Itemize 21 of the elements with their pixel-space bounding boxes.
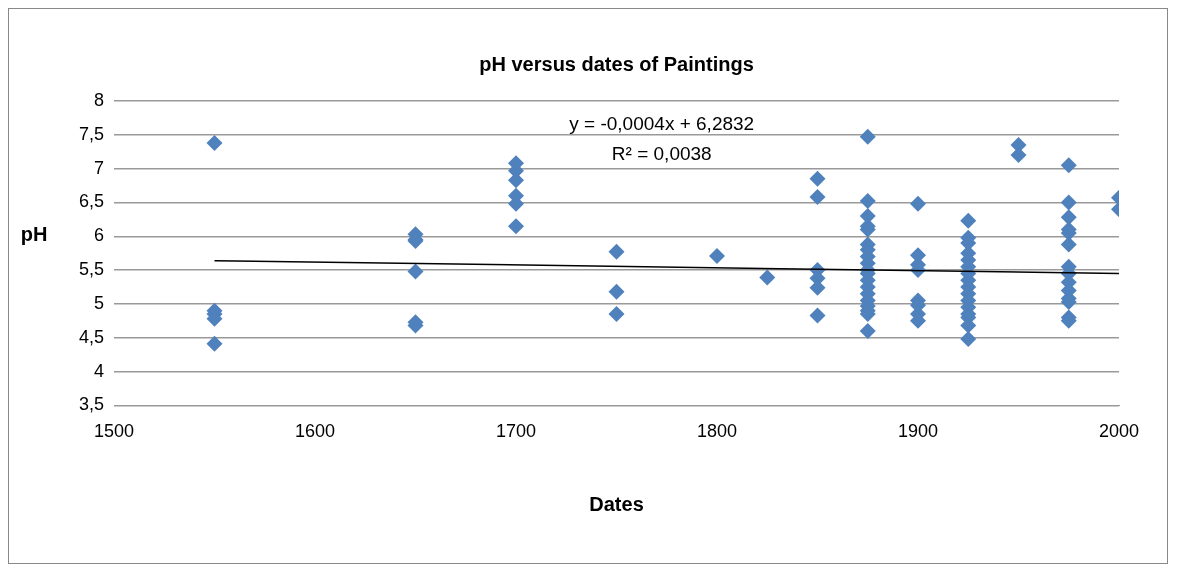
y-tick-label: 7 (94, 157, 105, 178)
y-tick-label: 5 (94, 292, 105, 313)
y-tick-label: 6 (94, 225, 105, 246)
y-tick-label: 4 (94, 360, 105, 381)
x-tick-label: 1900 (897, 421, 939, 442)
x-tick-label: 1600 (294, 421, 336, 442)
y-tick-label: 3,5 (78, 394, 105, 415)
y-tick-label: 6,5 (78, 191, 105, 212)
x-axis-title: Dates (589, 492, 644, 515)
y-tick-label: 8 (94, 89, 105, 110)
x-tick-label: 1700 (495, 421, 537, 442)
x-tick-label: 2000 (1098, 421, 1140, 442)
x-tick-label: 1800 (696, 421, 738, 442)
y-axis-title: pH (20, 222, 48, 245)
y-tick-label: 5,5 (78, 259, 105, 280)
annotation: y = -0,0004x + 6,2832 (569, 113, 755, 135)
y-tick-label: 4,5 (78, 326, 105, 347)
chart-title: pH versus dates of Paintings (479, 52, 754, 75)
y-tick-label: 7,5 (78, 123, 105, 144)
annotation: R² = 0,0038 (611, 143, 712, 165)
x-tick-label: 1500 (94, 421, 135, 442)
